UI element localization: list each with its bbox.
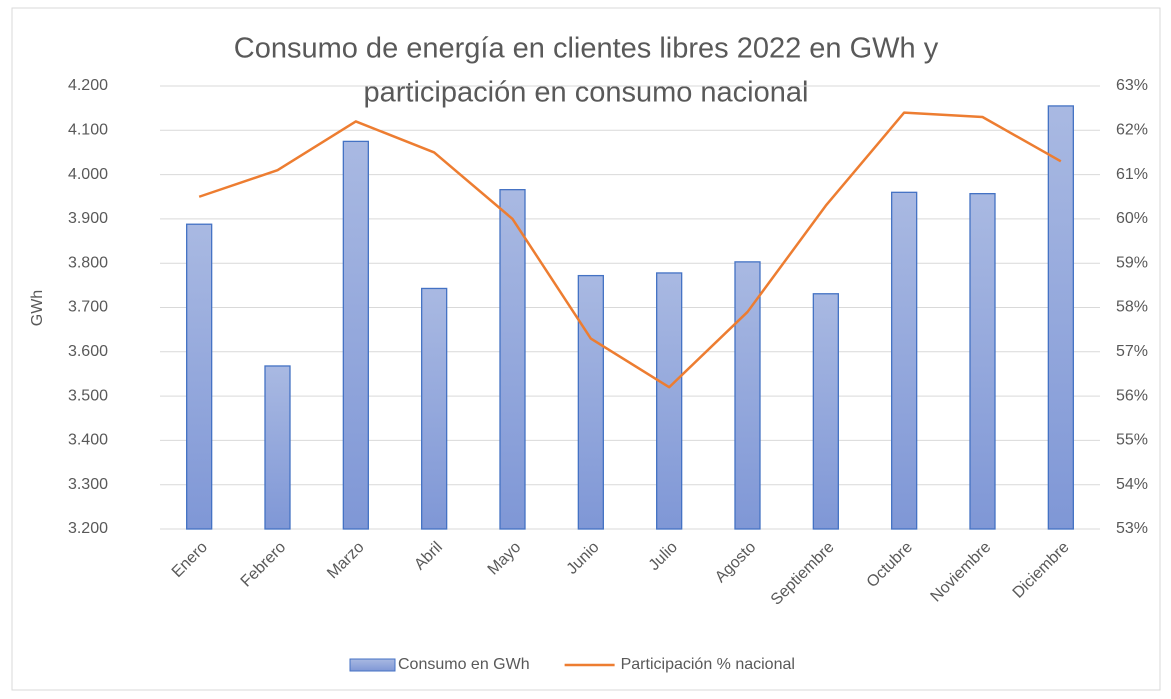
bar <box>342 140 369 530</box>
legend-swatch <box>349 658 396 672</box>
y2-tick-label: 62% <box>1116 122 1148 139</box>
bar <box>969 192 996 530</box>
bar <box>264 365 291 530</box>
legend-label: Consumo en GWh <box>398 656 530 673</box>
y-tick-label: 3.800 <box>68 254 108 271</box>
bar <box>734 261 761 530</box>
y-tick-label: 4.200 <box>68 77 108 94</box>
y2-tick-label: 54% <box>1116 476 1148 493</box>
y-tick-label: 4.100 <box>68 122 108 139</box>
bar <box>891 191 918 530</box>
bar <box>1047 105 1074 530</box>
chart-title: participación en consumo nacional <box>364 77 809 109</box>
y-tick-label: 3.600 <box>68 343 108 360</box>
y2-tick-label: 59% <box>1116 254 1148 271</box>
y2-tick-label: 57% <box>1116 343 1148 360</box>
y-tick-label: 3.200 <box>68 520 108 537</box>
bar <box>656 272 683 530</box>
bar <box>577 274 604 530</box>
y2-tick-label: 58% <box>1116 299 1148 316</box>
y2-tick-label: 53% <box>1116 520 1148 537</box>
y-tick-label: 3.900 <box>68 210 108 227</box>
bar <box>186 223 213 530</box>
y2-tick-label: 61% <box>1116 166 1148 183</box>
y2-tick-label: 56% <box>1116 387 1148 404</box>
y-axis-label: GWh <box>29 290 46 326</box>
y-tick-label: 3.500 <box>68 387 108 404</box>
y-tick-label: 3.700 <box>68 299 108 316</box>
legend-label: Participación % nacional <box>621 656 795 673</box>
bar <box>421 287 448 530</box>
y-tick-label: 4.000 <box>68 166 108 183</box>
y2-tick-label: 60% <box>1116 210 1148 227</box>
bar <box>812 293 839 530</box>
y-tick-label: 3.400 <box>68 432 108 449</box>
line-series <box>198 111 1062 389</box>
y2-tick-label: 55% <box>1116 432 1148 449</box>
y-tick-label: 3.300 <box>68 476 108 493</box>
chart-title: Consumo de energía en clientes libres 20… <box>234 33 939 65</box>
bar <box>499 189 526 530</box>
y2-tick-label: 63% <box>1116 77 1148 94</box>
